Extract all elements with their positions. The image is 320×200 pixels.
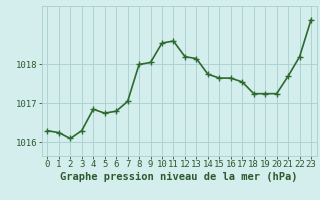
X-axis label: Graphe pression niveau de la mer (hPa): Graphe pression niveau de la mer (hPa) [60,172,298,182]
